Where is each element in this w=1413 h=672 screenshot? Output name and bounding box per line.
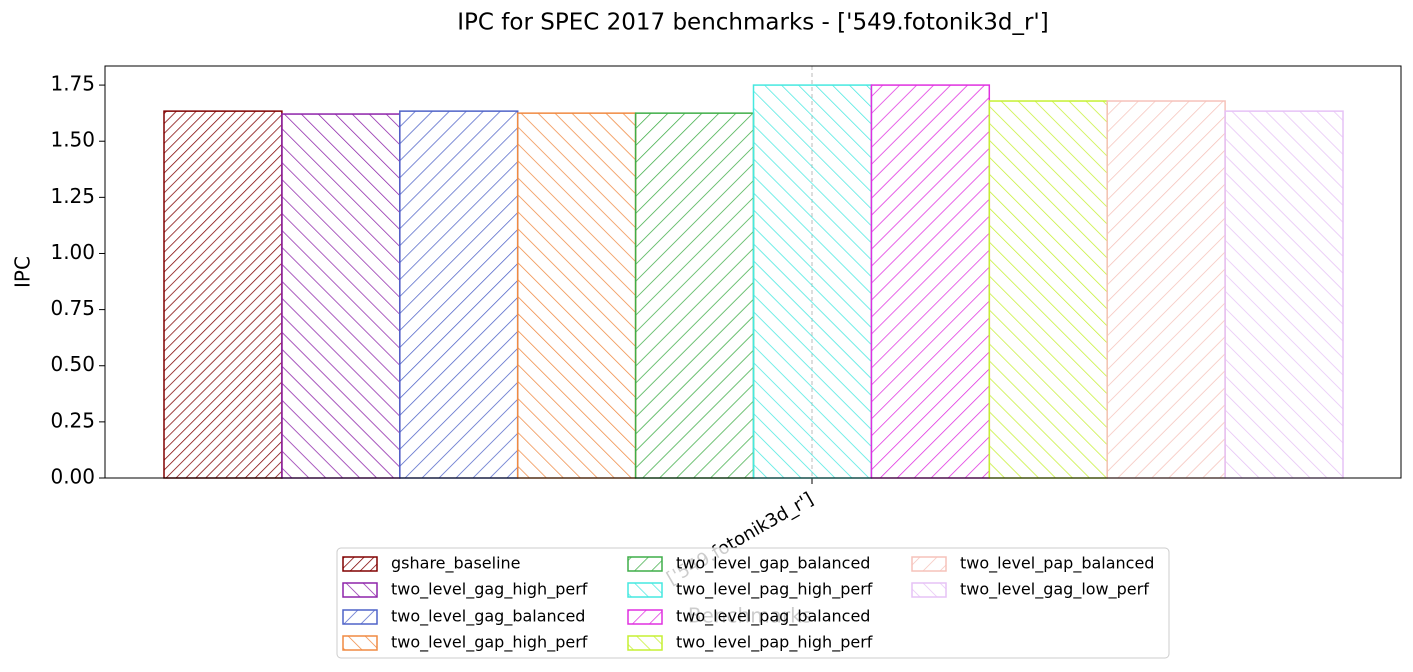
bar bbox=[1224, 110, 1344, 479]
legend-swatch bbox=[342, 609, 378, 625]
legend-box bbox=[336, 547, 1170, 659]
legend-swatch bbox=[911, 556, 947, 572]
legend-label: two_level_pap_high_perf bbox=[676, 633, 873, 653]
legend-swatch bbox=[911, 582, 947, 598]
chart-title: IPC for SPEC 2017 benchmarks - ['549.fot… bbox=[457, 10, 1048, 36]
bar bbox=[988, 100, 1108, 479]
y-axis-label: IPC bbox=[11, 256, 35, 288]
legend-swatch bbox=[627, 556, 663, 572]
legend-swatch bbox=[627, 609, 663, 625]
y-tick-label: 0.75 bbox=[50, 296, 95, 320]
legend-label: two_level_gag_balanced bbox=[391, 607, 585, 627]
y-tick-label: 1.75 bbox=[50, 72, 95, 96]
legend-label: gshare_baseline bbox=[391, 554, 521, 574]
legend-swatch bbox=[627, 582, 663, 598]
y-tick-label: 1.00 bbox=[50, 240, 95, 264]
legend-swatch bbox=[342, 582, 378, 598]
legend-swatch bbox=[342, 635, 378, 651]
bar bbox=[752, 84, 873, 479]
bar bbox=[870, 84, 991, 479]
y-tick-label: 0.25 bbox=[50, 408, 95, 432]
plot-frame bbox=[104, 65, 1402, 479]
bar bbox=[281, 113, 401, 479]
bar bbox=[399, 110, 519, 479]
bar bbox=[516, 112, 637, 479]
legend: gshare_baselinetwo_level_gag_high_perftw… bbox=[336, 547, 1170, 659]
legend-label: two_level_gag_high_perf bbox=[391, 580, 588, 600]
legend-label: two_level_pag_high_perf bbox=[676, 580, 873, 600]
y-tick-label: 0.00 bbox=[50, 465, 95, 489]
legend-label: two_level_gag_low_perf bbox=[960, 580, 1149, 600]
legend-label: two_level_gap_high_perf bbox=[391, 633, 588, 653]
legend-label: two_level_pag_balanced bbox=[676, 607, 870, 627]
y-tick-label: 1.50 bbox=[50, 128, 95, 152]
y-tick-label: 0.50 bbox=[50, 352, 95, 376]
legend-swatch bbox=[342, 556, 378, 572]
legend-label: two_level_gap_balanced bbox=[676, 554, 870, 574]
bar bbox=[634, 112, 755, 479]
y-tick-label: 1.25 bbox=[50, 184, 95, 208]
legend-swatch bbox=[627, 635, 663, 651]
legend-label: two_level_pap_balanced bbox=[960, 554, 1154, 574]
bar bbox=[1106, 100, 1226, 479]
bar bbox=[163, 110, 283, 479]
